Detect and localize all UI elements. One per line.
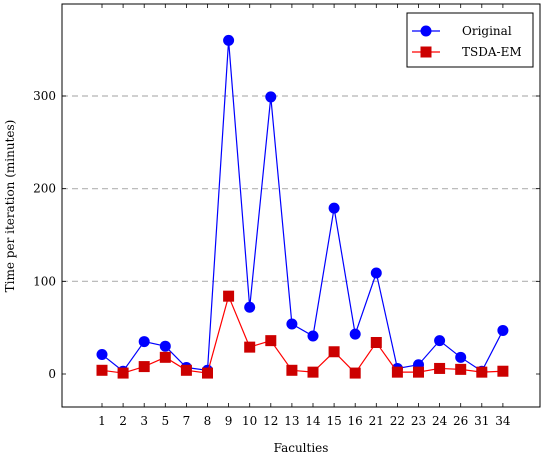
ytick-label-300: 300 (33, 89, 56, 103)
xtick-label-2: 2 (119, 414, 127, 428)
point-tsda-em-13 (286, 364, 298, 376)
xtick-label-24: 24 (432, 414, 448, 428)
legend-marker-tsda-em (420, 46, 432, 58)
point-original-5 (159, 340, 171, 352)
point-original-16 (349, 328, 361, 340)
y-axis-label: Time per iteration (minutes) (3, 120, 17, 293)
legend-label-tsda-em: TSDA-EM (462, 45, 522, 59)
point-original-14 (307, 330, 319, 342)
point-tsda-em-16 (349, 367, 361, 379)
point-original-26 (455, 351, 467, 363)
point-tsda-em-21 (370, 336, 382, 348)
point-original-15 (328, 202, 340, 214)
xtick-label-5: 5 (161, 414, 169, 428)
point-tsda-em-26 (455, 363, 467, 375)
point-original-21 (370, 267, 382, 279)
xtick-label-3: 3 (140, 414, 148, 428)
point-tsda-em-7 (180, 364, 192, 376)
xtick-label-31: 31 (474, 414, 489, 428)
xtick-label-22: 22 (390, 414, 405, 428)
xtick-label-21: 21 (369, 414, 384, 428)
point-original-12 (265, 91, 277, 103)
point-tsda-em-23 (413, 366, 424, 378)
grid-lines (62, 95, 540, 282)
point-tsda-em-15 (328, 346, 340, 358)
x-axis-ticks: 1 2 3 5 7 8 9 10 12 13 14 15 16 21 22 23 24 26 31 34 (98, 4, 511, 428)
xtick-label-15: 15 (326, 414, 341, 428)
xtick-label-7: 7 (183, 414, 191, 428)
point-original-10 (244, 301, 256, 313)
point-tsda-em-2 (117, 367, 129, 379)
point-tsda-em-31 (476, 366, 488, 378)
series-original (96, 34, 509, 377)
point-original-13 (286, 318, 298, 330)
y-axis-ticks: 0 100 200 300 (33, 89, 540, 381)
ytick-label-200: 200 (33, 182, 56, 196)
point-original-34 (497, 324, 509, 336)
xtick-label-10: 10 (242, 414, 257, 428)
xtick-label-13: 13 (284, 414, 299, 428)
point-tsda-em-8 (202, 367, 213, 379)
point-tsda-em-3 (138, 361, 150, 373)
xtick-label-1: 1 (98, 414, 106, 428)
point-tsda-em-22 (391, 366, 403, 378)
xtick-label-23: 23 (411, 414, 426, 428)
xtick-label-26: 26 (453, 414, 468, 428)
xtick-label-8: 8 (204, 414, 212, 428)
xtick-label-16: 16 (348, 414, 363, 428)
point-original-1 (96, 349, 108, 361)
ytick-label-0: 0 (48, 367, 56, 381)
xtick-label-34: 34 (495, 414, 511, 428)
point-tsda-em-9 (223, 290, 235, 302)
point-original-3 (138, 336, 150, 348)
point-tsda-em-14 (307, 366, 319, 378)
point-tsda-em-10 (244, 341, 256, 353)
point-tsda-em-12 (265, 335, 277, 347)
legend-label-original: Original (462, 24, 512, 38)
series-line-original (101, 40, 504, 373)
series-layer (96, 34, 509, 379)
legend: Original TSDA-EM (406, 12, 534, 68)
xtick-label-14: 14 (305, 414, 321, 428)
point-tsda-em-24 (434, 362, 446, 374)
legend-box (406, 12, 534, 68)
xtick-label-12: 12 (263, 414, 278, 428)
plot-area-frame (61, 3, 541, 408)
point-original-9 (223, 34, 235, 46)
ytick-label-100: 100 (33, 274, 56, 288)
point-tsda-em-34 (497, 365, 509, 377)
x-axis-label: Faculties (274, 441, 329, 455)
xtick-label-9: 9 (225, 414, 233, 428)
legend-marker-original (420, 25, 432, 37)
point-original-24 (434, 335, 446, 347)
point-tsda-em-5 (159, 351, 171, 363)
point-tsda-em-1 (96, 364, 108, 376)
series-tsda-em (96, 290, 509, 379)
